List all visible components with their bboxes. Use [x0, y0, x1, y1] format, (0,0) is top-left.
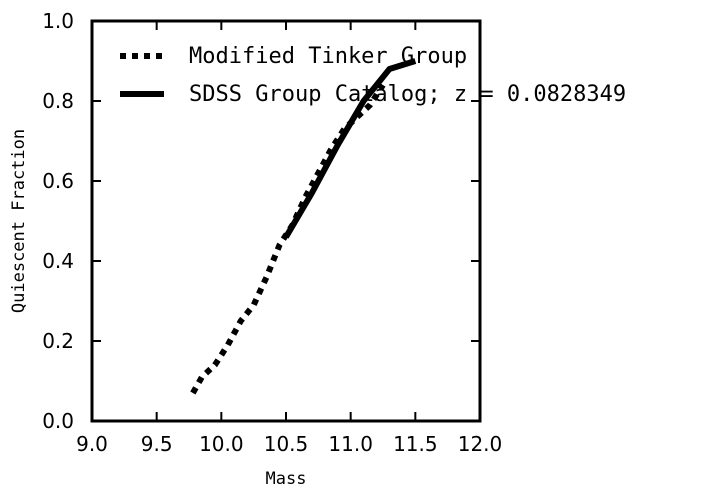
legend-label-tinker: Modified Tinker Group — [189, 44, 467, 69]
x-tick-label: 11.5 — [393, 432, 438, 456]
series-line-1 — [283, 58, 417, 239]
x-tick-label: 12.0 — [458, 432, 503, 456]
x-axis-title: Mass — [266, 469, 307, 489]
y-tick-label: 1.0 — [42, 9, 74, 33]
ticks-layer: 9.0 9.5 10.0 10.5 11.0 11.5 12.0 0.0 0.2 0.4 0.6 0.… — [42, 9, 502, 456]
y-tick-label: 0.2 — [42, 329, 74, 353]
y-tick-label: 0.8 — [42, 89, 74, 113]
y-tick-label: 0.0 — [42, 409, 74, 433]
series-line-0 — [190, 83, 386, 395]
legend-label-sdss: SDSS Group Catalog; z = 0.0828349 — [189, 82, 626, 107]
plot-frame — [90, 19, 482, 423]
y-tick-label: 0.4 — [42, 249, 74, 273]
x-tick-label: 9.0 — [76, 432, 108, 456]
x-tick-label: 11.0 — [328, 432, 373, 456]
y-axis-title: Quiescent Fraction — [9, 129, 29, 313]
x-tick-label: 10.0 — [199, 432, 244, 456]
x-tick-label: 9.5 — [141, 432, 173, 456]
y-tick-label: 0.6 — [42, 169, 74, 193]
x-tick-label: 10.5 — [264, 432, 309, 456]
legend: Modified Tinker Group SDSS Group Catalog… — [120, 44, 626, 107]
series-layer — [190, 58, 417, 395]
